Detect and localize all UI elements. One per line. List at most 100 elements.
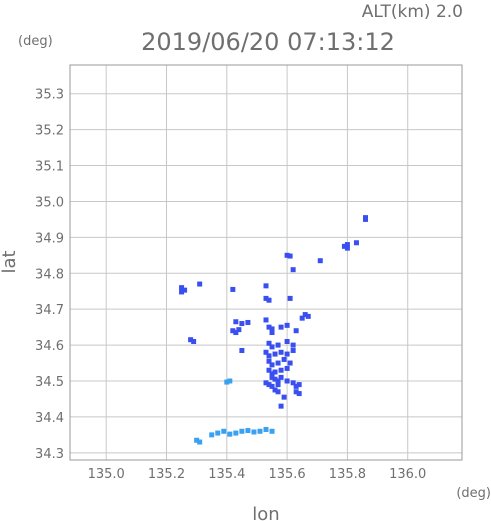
echo-point bbox=[266, 340, 272, 346]
x-tick-label: 135.8 bbox=[329, 467, 366, 482]
echo-point bbox=[341, 243, 347, 249]
echo-point bbox=[284, 365, 290, 371]
echo-point bbox=[287, 253, 293, 259]
echo-point bbox=[230, 286, 236, 292]
echo-point bbox=[278, 367, 284, 373]
y-tick-label: 35.1 bbox=[35, 160, 64, 175]
echo-point bbox=[182, 287, 188, 293]
echo-point bbox=[287, 360, 293, 366]
y-tick-label: 34.3 bbox=[35, 447, 64, 462]
echo-point bbox=[233, 430, 239, 436]
echo-point bbox=[287, 295, 293, 301]
echo-point bbox=[284, 322, 290, 328]
echo-point bbox=[263, 283, 269, 289]
echo-point bbox=[236, 327, 242, 333]
x-ticks: 135.0 135.2 135.4 135.6 135.8 136.0 bbox=[88, 467, 427, 482]
plot-frame bbox=[69, 64, 463, 461]
x-tick-label: 135.4 bbox=[208, 467, 245, 482]
x-tick-label: 136.0 bbox=[389, 467, 426, 482]
echo-point bbox=[269, 362, 275, 368]
echo-point bbox=[233, 330, 239, 336]
echo-point bbox=[290, 342, 296, 348]
echo-point bbox=[233, 319, 239, 325]
echo-point bbox=[296, 391, 302, 397]
echo-point bbox=[275, 382, 281, 388]
echo-point bbox=[302, 312, 308, 318]
x-tick-label: 135.6 bbox=[268, 467, 305, 482]
echo-point bbox=[344, 242, 350, 248]
echo-point bbox=[293, 389, 299, 395]
echo-point bbox=[227, 378, 233, 384]
echo-point bbox=[290, 347, 296, 353]
y-tick-label: 35.3 bbox=[35, 88, 64, 103]
echo-point bbox=[266, 297, 272, 303]
echo-point bbox=[278, 324, 284, 330]
echo-point bbox=[293, 328, 299, 334]
echo-points bbox=[179, 215, 369, 445]
echo-point bbox=[290, 380, 296, 386]
echo-point bbox=[275, 342, 281, 348]
echo-point bbox=[275, 378, 281, 384]
echo-point bbox=[266, 358, 272, 364]
echo-point bbox=[275, 360, 281, 366]
echo-point bbox=[281, 356, 287, 362]
echo-point bbox=[363, 216, 369, 222]
echo-point bbox=[227, 431, 233, 437]
echo-point bbox=[344, 245, 350, 251]
echo-point bbox=[269, 428, 275, 434]
chart-title: 2019/06/20 07:13:12 bbox=[141, 28, 395, 56]
y-tick-label: 35.0 bbox=[35, 195, 64, 210]
y-tick-label: 34.8 bbox=[35, 267, 64, 282]
echo-point bbox=[293, 383, 299, 389]
echo-point bbox=[272, 387, 278, 393]
grid bbox=[70, 65, 462, 460]
y-tick-label: 34.7 bbox=[35, 303, 64, 318]
echo-point bbox=[290, 267, 296, 273]
echo-point bbox=[317, 258, 323, 264]
echo-point bbox=[266, 353, 272, 359]
y-unit-label: (deg) bbox=[18, 34, 53, 49]
echo-point bbox=[239, 347, 245, 353]
echo-point bbox=[266, 324, 272, 330]
echo-point bbox=[224, 379, 230, 385]
echo-point bbox=[272, 351, 278, 357]
echo-point bbox=[197, 439, 203, 445]
echo-point bbox=[221, 428, 227, 434]
echo-point bbox=[194, 437, 200, 443]
echo-point bbox=[209, 432, 215, 438]
echo-point bbox=[278, 374, 284, 380]
echo-point bbox=[179, 289, 185, 295]
y-tick-label: 34.5 bbox=[35, 375, 64, 390]
echo-point bbox=[284, 339, 290, 344]
echo-point bbox=[191, 339, 197, 344]
echo-point bbox=[269, 371, 275, 377]
echo-point bbox=[284, 252, 290, 258]
echo-point bbox=[239, 428, 245, 434]
echo-point bbox=[275, 389, 281, 395]
echo-point bbox=[272, 376, 278, 382]
y-tick-label: 35.2 bbox=[35, 124, 64, 139]
echo-point bbox=[230, 328, 236, 334]
altitude-label: ALT(km) 2.0 bbox=[362, 2, 463, 22]
echo-point bbox=[269, 344, 275, 350]
echo-point bbox=[263, 349, 269, 355]
echo-point bbox=[278, 403, 284, 409]
y-axis-label: lat bbox=[0, 250, 20, 273]
echo-point bbox=[272, 369, 278, 375]
y-ticks: 34.3 34.4 34.5 34.6 34.7 34.8 34.9 35.0 35.1 35.2… bbox=[35, 88, 64, 462]
x-axis-label: lon bbox=[252, 504, 279, 521]
echo-point bbox=[278, 349, 284, 355]
echo-point bbox=[269, 330, 275, 336]
echo-point bbox=[299, 315, 305, 321]
echo-point bbox=[179, 285, 185, 291]
echo-point bbox=[257, 428, 263, 434]
echo-point bbox=[239, 321, 245, 327]
echo-point bbox=[263, 380, 269, 386]
echo-point bbox=[197, 281, 203, 287]
x-unit-label: (deg) bbox=[456, 486, 491, 501]
echo-point bbox=[188, 337, 194, 343]
x-tick-label: 135.0 bbox=[88, 467, 125, 482]
echo-point bbox=[269, 374, 275, 380]
echo-point bbox=[245, 319, 251, 325]
